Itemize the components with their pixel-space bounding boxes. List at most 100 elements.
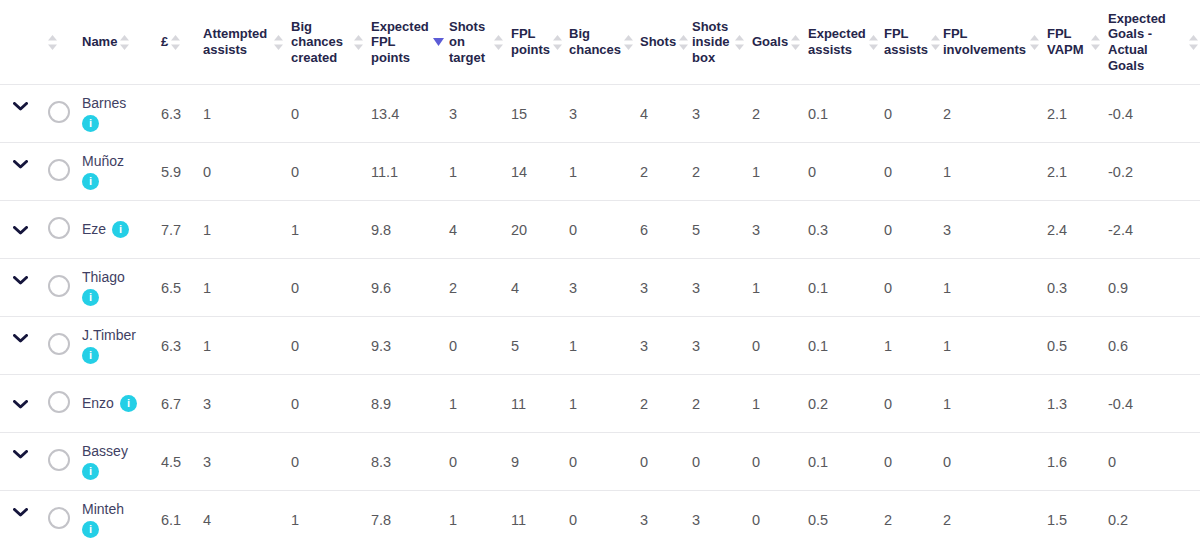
select-player-radio[interactable] (48, 449, 70, 471)
column-header-price[interactable]: £ (155, 0, 197, 85)
column-header-fpl_involvements[interactable]: FPL involvements (937, 0, 1041, 85)
stat-fpl_vapm: 2.1 (1041, 143, 1102, 201)
select-player-radio[interactable] (48, 391, 70, 413)
sort-icon[interactable] (553, 35, 562, 50)
sort-icon[interactable] (171, 35, 180, 50)
player-info-icon[interactable]: i (82, 463, 99, 480)
column-label: Expected FPL points (371, 19, 429, 66)
stat-value: 0 (884, 164, 892, 180)
stat-value: 2 (943, 106, 951, 122)
column-label: £ (161, 34, 168, 50)
stat-value: -2.4 (1108, 222, 1133, 238)
player-info-icon[interactable]: i (82, 289, 99, 306)
column-label: FPL assists (884, 26, 928, 57)
player-info-icon[interactable]: i (82, 115, 99, 132)
stat-shots_on_target: 2 (443, 259, 505, 317)
expand-row-chevron-icon[interactable] (13, 102, 28, 111)
player-info-icon[interactable]: i (82, 347, 99, 364)
stat-value: 0 (808, 164, 816, 180)
stat-value: 2 (943, 512, 951, 528)
select-player-radio[interactable] (48, 507, 70, 529)
stat-value: 0 (752, 338, 760, 354)
column-label: Expected Goals - Actual Goals (1108, 11, 1186, 73)
stat-value: -0.4 (1108, 106, 1133, 122)
stat-shots_on_target: 1 (443, 491, 505, 547)
column-header-select[interactable] (40, 0, 76, 85)
select-player-radio[interactable] (48, 159, 70, 181)
column-header-big_chances_created[interactable]: Big chances created (285, 0, 365, 85)
stat-value: 1 (943, 396, 951, 412)
stat-value: 1 (569, 164, 577, 180)
column-label: Name (82, 34, 117, 50)
player-info-icon[interactable]: i (82, 173, 99, 190)
sort-icon[interactable] (120, 35, 129, 50)
stat-expected_assists: 0.1 (802, 317, 878, 375)
expand-row-chevron-icon[interactable] (13, 508, 28, 517)
sort-icon[interactable] (1189, 35, 1198, 50)
stat-fpl_assists: 2 (878, 491, 937, 547)
player-name: Minteh (82, 501, 124, 517)
stat-fpl_involvements: 3 (937, 201, 1041, 259)
column-header-big_chances[interactable]: Big chances (563, 0, 634, 85)
select-player-radio[interactable] (48, 101, 70, 123)
expand-row-chevron-icon[interactable] (13, 450, 28, 459)
stat-shots_inside_box: 0 (686, 433, 746, 491)
stat-value: 0.3 (1047, 280, 1067, 296)
column-header-fpl_points[interactable]: FPL points (505, 0, 563, 85)
column-header-expected_fpl_points[interactable]: Expected FPL points (365, 0, 443, 85)
sort-icon[interactable] (735, 35, 744, 50)
sort-desc-icon[interactable] (433, 38, 444, 46)
expand-row-chevron-icon[interactable] (13, 226, 28, 235)
sort-icon[interactable] (869, 35, 878, 50)
sort-icon[interactable] (1091, 35, 1100, 50)
player-row: Enzo i 6.7308.911112210.2011.3-0.4 (0, 375, 1200, 433)
column-header-expected_assists[interactable]: Expected assists (802, 0, 878, 85)
stat-value: 0 (752, 512, 760, 528)
sort-icon[interactable] (679, 35, 688, 50)
column-header-fpl_assists[interactable]: FPL assists (878, 0, 937, 85)
column-header-name[interactable]: Name (76, 0, 155, 85)
stat-shots: 2 (634, 375, 686, 433)
stat-value: 6 (640, 222, 648, 238)
sort-icon[interactable] (354, 35, 363, 50)
column-header-shots[interactable]: Shots (634, 0, 686, 85)
stat-fpl_points: 9 (505, 433, 563, 491)
select-player-radio[interactable] (48, 217, 70, 239)
sort-icon[interactable] (494, 35, 503, 50)
column-header-fpl_vapm[interactable]: FPL VAPM (1041, 0, 1102, 85)
select-player-radio[interactable] (48, 275, 70, 297)
sort-icon[interactable] (931, 35, 940, 50)
sort-icon[interactable] (48, 35, 57, 50)
stat-value: 11 (511, 396, 526, 412)
select-player-radio[interactable] (48, 333, 70, 355)
player-info-icon[interactable]: i (112, 221, 129, 238)
column-header-xg_minus_goals[interactable]: Expected Goals - Actual Goals (1102, 0, 1200, 85)
expand-row-chevron-icon[interactable] (13, 400, 28, 409)
column-label: Shots (640, 34, 676, 50)
stat-shots_inside_box: 5 (686, 201, 746, 259)
expand-row-chevron-icon[interactable] (13, 334, 28, 343)
column-header-shots_on_target[interactable]: Shots on target (443, 0, 505, 85)
column-header-shots_inside_box[interactable]: Shots inside box (686, 0, 746, 85)
stat-value: 13.4 (371, 106, 399, 122)
sort-icon[interactable] (274, 35, 283, 50)
stat-value: 0 (1108, 454, 1116, 470)
stat-value: 0.1 (808, 106, 828, 122)
column-header-attempted_assists[interactable]: Attempted assists (197, 0, 285, 85)
sort-icon[interactable] (624, 35, 633, 50)
select-cell (40, 375, 76, 433)
sort-icon[interactable] (1030, 35, 1039, 50)
expand-row-chevron-icon[interactable] (13, 276, 28, 285)
expand-row-chevron-icon[interactable] (13, 160, 28, 169)
stat-xg_minus_goals: -0.4 (1102, 85, 1200, 143)
stat-value: 4 (449, 222, 457, 238)
column-header-goals[interactable]: Goals (746, 0, 802, 85)
stat-attempted_assists: 1 (197, 201, 285, 259)
sort-icon[interactable] (791, 35, 800, 50)
stat-shots: 0 (634, 433, 686, 491)
select-cell (40, 143, 76, 201)
player-info-icon[interactable]: i (120, 395, 137, 412)
stat-value: 1 (291, 512, 299, 528)
stat-value: 2 (640, 396, 648, 412)
player-info-icon[interactable]: i (82, 521, 99, 538)
